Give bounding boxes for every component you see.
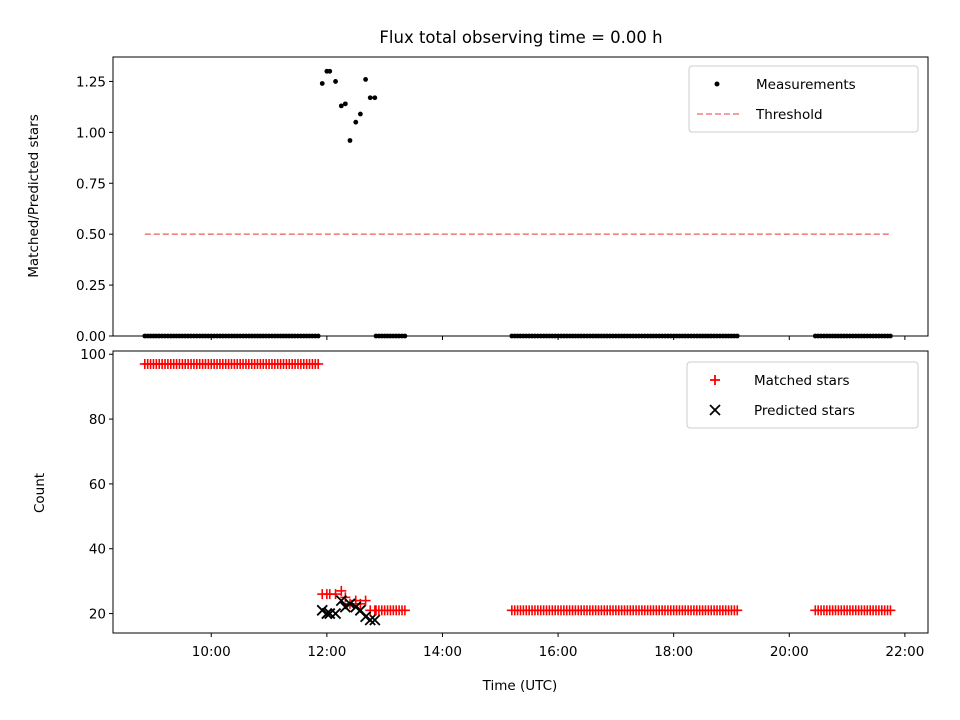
legend-predicted-marker — [709, 404, 721, 416]
measurement-point — [342, 101, 348, 107]
bottom-ytick-label: 100 — [80, 347, 106, 363]
legend-matched-label: Matched stars — [754, 373, 850, 389]
bottom-xtick-label: 22:00 — [885, 644, 924, 660]
bottom-xtick-label: 12:00 — [307, 644, 346, 660]
bottom-plot-axes: 20 40 60 80 100 10:00 12:00 14:00 16:00 18:00 20:0… — [80, 347, 924, 660]
legend-measurement-marker — [714, 81, 720, 87]
top-legend-box — [688, 65, 919, 133]
predicted-star-marker — [344, 598, 356, 610]
predicted-star-marker — [369, 614, 381, 626]
top-ytick-label: 1.00 — [76, 125, 106, 141]
top-ytick-label: 0.00 — [76, 329, 106, 345]
matched-star-marker — [330, 589, 341, 600]
bottom-legend: Matched stars Predicted stars — [686, 361, 919, 429]
measurement-point — [319, 81, 325, 86]
legend-measurements-label: Measurements — [756, 77, 856, 93]
matched-star-marker — [399, 605, 410, 616]
predicted-star-marker — [354, 604, 367, 616]
bottom-plot-frame — [112, 350, 929, 634]
bottom-ytick-label: 20 — [89, 607, 106, 623]
bottom-ytick-label: 80 — [89, 412, 106, 428]
matched-star-marker — [360, 595, 371, 606]
top-plot-frame — [112, 56, 929, 337]
matched-star-marker — [885, 605, 896, 616]
measurement-point — [357, 111, 363, 117]
matched-star-marker — [313, 358, 324, 369]
bottom-xtick-label: 10:00 — [192, 644, 231, 660]
chart-title: Flux total observing time = 0.00 h — [379, 28, 662, 47]
top-ytick-label: 0.25 — [76, 278, 106, 294]
legend-predicted-label: Predicted stars — [754, 403, 855, 419]
predicted-star-marker — [321, 607, 333, 620]
top-ylabel: Matched/Predicted stars — [26, 114, 42, 277]
top-ytick-label: 0.50 — [76, 227, 106, 243]
measurement-point — [327, 68, 333, 74]
legend-matched-marker — [710, 375, 720, 385]
top-plot-axes: 0.00 0.25 0.50 0.75 1.00 1.25 — [76, 74, 906, 345]
matched-star-marker — [336, 585, 347, 596]
measurement-point — [353, 119, 359, 125]
measurement-point — [363, 77, 368, 82]
bottom-ytick-label: 40 — [89, 542, 106, 558]
predicted-star-marker — [335, 594, 347, 607]
measurement-point — [338, 103, 344, 109]
bottom-xtick-label: 20:00 — [770, 644, 809, 660]
legend-threshold-label: Threshold — [755, 107, 823, 123]
measurement-point — [367, 95, 373, 101]
top-ytick-label: 1.25 — [76, 74, 106, 90]
matched-star-marker — [732, 605, 743, 616]
bottom-ytick-label: 60 — [89, 477, 106, 493]
predicted-star-marker — [364, 614, 376, 626]
bottom-ylabel: Count — [32, 473, 48, 513]
bottom-legend-box — [686, 361, 919, 429]
top-legend: Measurements Threshold — [688, 65, 919, 133]
top-ytick-label: 0.75 — [76, 176, 106, 192]
bottom-xtick-label: 16:00 — [539, 644, 578, 660]
measurement-point — [333, 79, 338, 84]
matched-star-marker — [355, 598, 366, 609]
xlabel: Time (UTC) — [482, 678, 558, 694]
bottom-xtick-label: 18:00 — [654, 644, 693, 660]
bottom-plot-marks — [139, 358, 896, 626]
predicted-star-marker — [329, 607, 342, 620]
bottom-xtick-label: 14:00 — [423, 644, 462, 660]
measurement-point — [372, 95, 378, 101]
measurement-point — [347, 138, 353, 143]
matched-star-marker — [369, 605, 380, 616]
